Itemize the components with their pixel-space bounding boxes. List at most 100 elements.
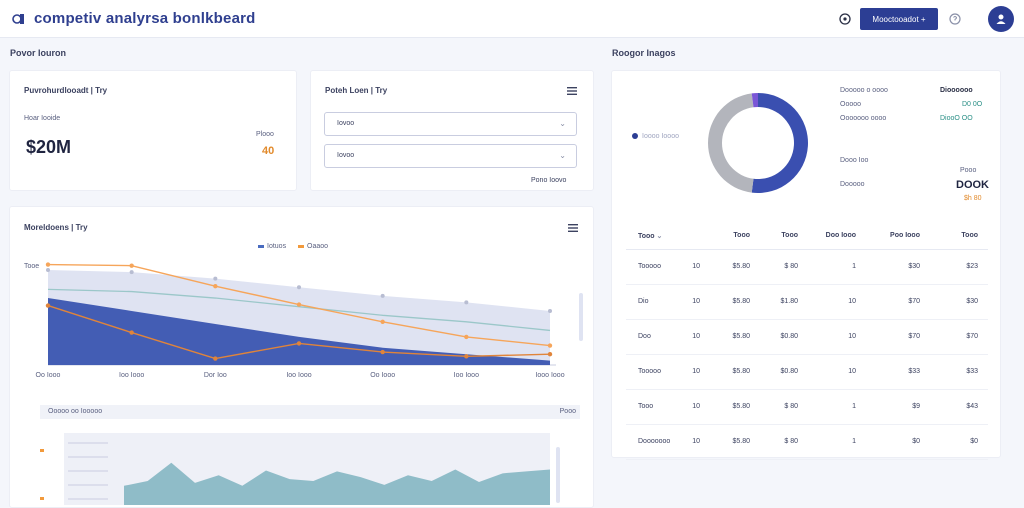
filter-select-2[interactable]: Iovoo ⌄	[324, 144, 577, 168]
help-icon[interactable]	[946, 10, 964, 28]
table-row[interactable]: Dooooooo 10 $5.80 $ 80 1 $0 $0	[626, 424, 988, 460]
scrollbar[interactable]	[556, 447, 560, 503]
table-cell: Doo	[626, 319, 690, 355]
table-cell: Dooooooo	[626, 424, 690, 460]
table-cell: 10	[808, 284, 866, 320]
table-cell: 10	[690, 284, 710, 320]
legend-label-1: Iotuos	[267, 243, 287, 250]
table-cell: $0.80	[760, 319, 808, 355]
scrollbar[interactable]	[579, 293, 583, 341]
data-point[interactable]	[45, 303, 51, 308]
table-cell: 10	[690, 389, 710, 425]
data-point[interactable]	[547, 343, 553, 348]
table-cell: 10	[690, 424, 710, 460]
area-series-2	[48, 298, 550, 365]
donut-side-value: DOOK	[956, 179, 989, 191]
table-cell: $0	[866, 424, 930, 460]
table-header-cell[interactable]: Tooo	[930, 223, 988, 250]
data-point[interactable]	[547, 352, 553, 357]
table-cell: 1	[808, 249, 866, 285]
data-point[interactable]	[45, 262, 51, 267]
table-cell: $5.80	[710, 319, 760, 355]
donut-slice-purple[interactable]	[751, 93, 758, 108]
y-axis-label: Tooe	[24, 263, 40, 270]
table-header-cell[interactable]: Tooo	[710, 223, 760, 250]
data-point[interactable]	[464, 334, 469, 340]
donut-row-2-label: Ooooo	[840, 101, 862, 108]
table-cell: $43	[930, 389, 988, 425]
data-point[interactable]	[213, 276, 218, 281]
table-row[interactable]: Tooooo 10 $5.80 $0.80 10 $33 $33	[626, 354, 988, 390]
data-point[interactable]	[46, 267, 50, 272]
table-cell: $1.80	[760, 284, 808, 320]
table-cell: $5.80	[710, 389, 760, 425]
donut-table-card: Ioooo Ioooo Dooooo o oooo Dioooooo Ooooo…	[611, 70, 1001, 460]
legend-swatch-blue	[258, 244, 264, 248]
filter-link[interactable]: Pono Ioovo	[531, 177, 567, 184]
donut-row-1-value: Dioooooo	[940, 87, 973, 94]
user-avatar[interactable]	[988, 6, 1014, 32]
metrics-table: Tooo ⌄ Tooo Tooo Doo Iooo Poo Iooo Tooo …	[626, 223, 988, 460]
table-row[interactable]: Tooooo 10 $5.80 $ 80 1 $30 $23	[626, 249, 988, 285]
donut-row-3-value: DiooO OO	[940, 115, 973, 122]
settings-icon[interactable]	[836, 10, 854, 28]
table-row[interactable]: Doo 10 $5.80 $0.80 10 $70 $70	[626, 319, 988, 355]
table-cell: $5.80	[710, 249, 760, 285]
filter-select-1-value: Iovoo	[337, 120, 355, 127]
table-cell: $5.80	[710, 354, 760, 390]
chevron-down-icon: ⌄	[656, 232, 663, 240]
user-icon	[996, 14, 1006, 24]
table-header-cell[interactable]: Tooo ⌄	[626, 223, 690, 250]
table-header-cell[interactable]: Poo Iooo	[866, 223, 930, 250]
sub-chart-label: Ooooo oo Iooooo	[48, 408, 103, 415]
table-cell: $5.80	[710, 424, 760, 460]
data-point[interactable]	[213, 356, 218, 361]
table-row[interactable]: Tooo 10 $5.80 $ 80 1 $9 $43	[626, 389, 988, 425]
chart-legend: Iotuos Oaaoo	[258, 243, 328, 250]
table-cell: 10	[690, 249, 710, 285]
table-cell: $9	[866, 389, 930, 425]
menu-icon[interactable]	[568, 224, 578, 232]
data-point[interactable]	[380, 349, 385, 355]
table-header-row: Tooo ⌄ Tooo Tooo Doo Iooo Poo Iooo Tooo	[626, 223, 988, 250]
stat-side-value: 40	[262, 145, 275, 157]
data-point[interactable]	[297, 285, 301, 290]
data-point[interactable]	[129, 270, 134, 275]
data-point[interactable]	[464, 354, 469, 359]
primary-action-button[interactable]: Mooctooadot +	[860, 8, 938, 30]
table-cell: $5.80	[710, 284, 760, 320]
menu-icon[interactable]	[567, 87, 577, 95]
table-header-cell[interactable]: Tooo	[760, 223, 808, 250]
table-row[interactable]: Dio 10 $5.80 $1.80 10 $70 $30	[626, 284, 988, 320]
data-point[interactable]	[380, 293, 385, 298]
table-cell: $33	[930, 354, 988, 390]
table-cell: Tooooo	[626, 354, 690, 390]
data-point[interactable]	[464, 300, 469, 305]
donut-slice-blue[interactable]	[751, 93, 808, 193]
right-section-label: Roogor Inagos	[612, 48, 676, 58]
donut-tertiary-label: Dooooo	[840, 181, 865, 188]
data-point[interactable]	[129, 330, 134, 335]
filter-select-2-value: Iovoo	[337, 152, 355, 159]
trend-card: Moreldoens | Try Iotuos Oaaoo Tooe Oo Io…	[9, 206, 594, 508]
x-tick-label: Iooo Iooo	[535, 372, 564, 379]
x-tick-label: Ioo Iooo	[454, 372, 479, 379]
table-cell: 10	[808, 319, 866, 355]
data-point[interactable]	[129, 263, 134, 268]
table-header-cell	[690, 223, 710, 250]
donut-slice-gray[interactable]	[708, 93, 754, 193]
data-point[interactable]	[296, 302, 302, 307]
legend-dot	[632, 133, 638, 140]
data-point[interactable]	[296, 341, 302, 346]
data-point[interactable]	[380, 319, 385, 324]
data-point[interactable]	[548, 309, 552, 313]
donut-chart	[708, 93, 808, 193]
trend-card-title: Moreldoens | Try	[24, 223, 88, 232]
stat-card: Puvrohurdlooadt | Try Hoar Iooide $20M P…	[9, 70, 297, 191]
data-point[interactable]	[213, 283, 218, 289]
table-header-cell[interactable]: Doo Iooo	[808, 223, 866, 250]
filter-select-1[interactable]: Iovoo ⌄	[324, 112, 577, 136]
stat-subtitle: Hoar Iooide	[24, 115, 61, 122]
app-title: competiv analyrsa bonlkbeard	[34, 10, 256, 27]
donut-secondary-label: Dooo Ioo	[840, 157, 869, 164]
